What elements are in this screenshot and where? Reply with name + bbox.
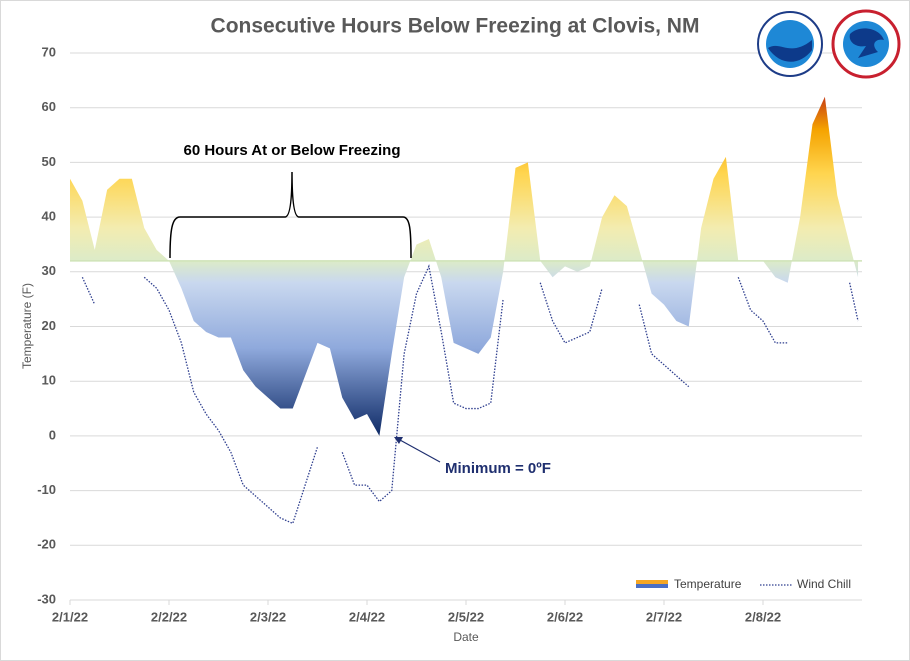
y-tick-label: 50 <box>42 154 56 169</box>
x-tick-label: 2/4/22 <box>349 609 385 624</box>
x-tick-label: 2/7/22 <box>646 609 682 624</box>
wind-chill-line <box>81 264 859 525</box>
x-tick-label: 2/6/22 <box>547 609 583 624</box>
y-tick-label: 60 <box>42 99 56 114</box>
x-tick-label: 2/8/22 <box>745 609 781 624</box>
x-tick-label: 2/2/22 <box>151 609 187 624</box>
arrow-head <box>394 437 403 444</box>
y-tick-label: 20 <box>42 318 56 333</box>
arrow <box>399 439 441 463</box>
bracket <box>169 171 412 259</box>
legend-swatch <box>636 584 668 588</box>
temperature-area <box>70 96 859 436</box>
y-tick-label: 0 <box>49 427 56 442</box>
nws-logo <box>831 9 901 79</box>
y-tick-label: -20 <box>37 537 56 552</box>
legend: Temperature Wind Chill <box>636 577 851 591</box>
legend-swatch <box>636 580 668 584</box>
y-tick-label: 40 <box>42 209 56 224</box>
chart-title: Consecutive Hours Below Freezing at Clov… <box>211 15 700 38</box>
y-axis-label: Temperature (F) <box>20 283 34 369</box>
legend-label: Temperature <box>674 577 742 591</box>
annotation: 60 Hours At or Below Freezing <box>184 142 401 159</box>
noaa-logo <box>757 11 823 77</box>
y-tick-label: 30 <box>42 263 56 278</box>
x-tick-label: 2/5/22 <box>448 609 484 624</box>
y-tick-label: -30 <box>37 591 56 606</box>
x-tick-label: 2/1/22 <box>52 609 88 624</box>
y-tick-label: 70 <box>42 44 56 59</box>
y-tick-label: -10 <box>37 482 56 497</box>
plot: -30 -20 -10 0 10 20 30 40 50 60 70 2/1/22 2/2/22 2/3/… <box>37 44 862 624</box>
x-axis-label: Date <box>453 630 479 644</box>
legend-label: Wind Chill <box>797 577 851 591</box>
x-tick-label: 2/3/22 <box>250 609 286 624</box>
annotation: Minimum = 0ºF <box>445 460 551 477</box>
y-tick-label: 10 <box>42 373 56 388</box>
